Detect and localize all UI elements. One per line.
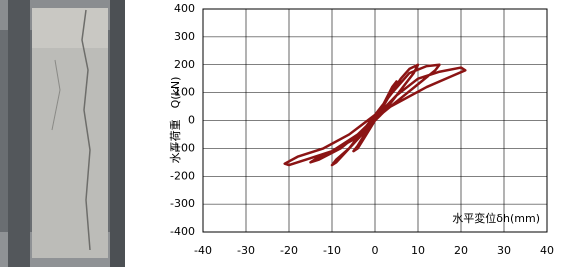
x-tick-label: 10 bbox=[411, 244, 425, 257]
x-tick-label: 0 bbox=[372, 244, 379, 257]
y-tick-label: 300 bbox=[174, 30, 195, 43]
x-axis-label: 水平変位δh(mm) bbox=[452, 211, 540, 225]
y-tick-label: 400 bbox=[174, 2, 195, 15]
x-tick-label: 20 bbox=[454, 244, 468, 257]
x-tick-label: -40 bbox=[194, 244, 212, 257]
y-tick-label: -400 bbox=[170, 225, 195, 238]
x-tick-label: -10 bbox=[323, 244, 341, 257]
y-tick-label: -300 bbox=[170, 197, 195, 210]
y-tick-label: -100 bbox=[170, 141, 195, 154]
x-tick-label: 30 bbox=[497, 244, 511, 257]
x-tick-label: -20 bbox=[280, 244, 298, 257]
x-tick-label: -30 bbox=[237, 244, 255, 257]
x-tick-label: 40 bbox=[540, 244, 554, 257]
photo-shadow bbox=[110, 0, 125, 267]
column-photo bbox=[0, 0, 125, 267]
page: 水平荷重 Q(kN) 水平変位δh(mm) -400-300-200-10001… bbox=[0, 0, 571, 267]
y-tick-label: 200 bbox=[174, 58, 195, 71]
y-tick-label: 100 bbox=[174, 86, 195, 99]
column-head bbox=[32, 8, 108, 48]
y-tick-label: -200 bbox=[170, 169, 195, 182]
photo-shadow bbox=[8, 0, 30, 267]
y-tick-label: 0 bbox=[188, 114, 195, 127]
figure: 水平荷重 Q(kN) 水平変位δh(mm) -400-300-200-10001… bbox=[0, 0, 571, 267]
